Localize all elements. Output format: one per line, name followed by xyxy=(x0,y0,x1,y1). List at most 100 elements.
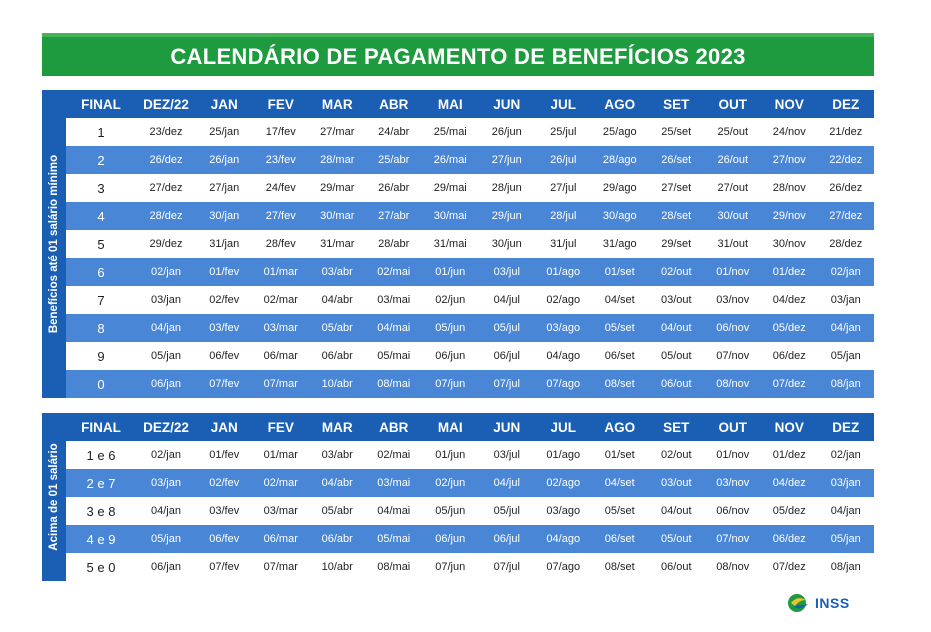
payment-date-cell: 03/out xyxy=(648,286,705,314)
inss-logo: INSS xyxy=(786,590,850,616)
payment-date-cell: 08/jan xyxy=(817,370,874,398)
payment-date-cell: 01/set xyxy=(591,441,648,469)
payment-date-cell: 06/abr xyxy=(309,342,366,370)
payment-date-cell: 03/jul xyxy=(478,258,535,286)
column-header-month: DEZ xyxy=(817,413,874,441)
payment-date-cell: 04/jan xyxy=(817,497,874,525)
payment-date-cell: 02/mai xyxy=(365,258,422,286)
payment-date-cell: 02/mar xyxy=(252,469,309,497)
final-digit-cell: 8 xyxy=(66,314,136,342)
payment-date-cell: 28/set xyxy=(648,202,705,230)
payment-date-cell: 03/mar xyxy=(252,314,309,342)
table-row: 3 27/dez 27/jan 24/fev 29/mar 26/abr 29/mai 28/… xyxy=(66,174,874,202)
payment-date-cell: 03/abr xyxy=(309,441,366,469)
payment-date-cell: 30/mai xyxy=(422,202,479,230)
column-header-month: DEZ/22 xyxy=(136,90,196,118)
title-banner: CALENDÁRIO DE PAGAMENTO DE BENEFÍCIOS 20… xyxy=(42,33,874,76)
payment-date-cell: 04/jan xyxy=(136,497,196,525)
payment-date-cell: 04/mai xyxy=(365,314,422,342)
final-digit-cell: 6 xyxy=(66,258,136,286)
table-row: 4 e 9 05/jan 06/fev 06/mar 06/abr 05/mai 06/ju… xyxy=(66,525,874,553)
payment-date-cell: 31/out xyxy=(704,230,761,258)
payment-date-cell: 04/set xyxy=(591,469,648,497)
payment-date-cell: 05/set xyxy=(591,314,648,342)
payment-date-cell: 03/mai xyxy=(365,286,422,314)
payment-date-cell: 05/jun xyxy=(422,497,479,525)
payment-date-cell: 02/mar xyxy=(252,286,309,314)
payment-date-cell: 03/abr xyxy=(309,258,366,286)
payment-date-cell: 04/abr xyxy=(309,469,366,497)
payment-date-cell: 27/dez xyxy=(136,174,196,202)
column-header-month: MAI xyxy=(422,413,479,441)
payment-date-cell: 25/abr xyxy=(365,146,422,174)
payment-date-cell: 04/set xyxy=(591,286,648,314)
table-row: 6 02/jan 01/fev 01/mar 03/abr 02/mai 01/jun 03/… xyxy=(66,258,874,286)
payment-date-cell: 24/abr xyxy=(365,118,422,146)
column-header-month: OUT xyxy=(704,90,761,118)
payment-date-cell: 08/set xyxy=(591,553,648,581)
payment-date-cell: 06/nov xyxy=(704,497,761,525)
payment-date-cell: 05/jul xyxy=(478,497,535,525)
header-row: FINAL DEZ/22 JAN FEV MAR ABR MAI JUN JUL AGO SET OU… xyxy=(66,90,874,118)
payment-date-cell: 01/jun xyxy=(422,441,479,469)
table-row: 5 29/dez 31/jan 28/fev 31/mar 28/abr 31/mai 30/… xyxy=(66,230,874,258)
payment-date-cell: 04/dez xyxy=(761,286,818,314)
payment-date-cell: 01/set xyxy=(591,258,648,286)
column-header-month: FEV xyxy=(252,413,309,441)
payment-date-cell: 10/abr xyxy=(309,553,366,581)
payment-date-cell: 28/jul xyxy=(535,202,592,230)
payment-date-cell: 06/out xyxy=(648,553,705,581)
payment-date-cell: 26/jul xyxy=(535,146,592,174)
payment-date-cell: 17/fev xyxy=(252,118,309,146)
final-digit-cell: 9 xyxy=(66,342,136,370)
payment-date-cell: 21/dez xyxy=(817,118,874,146)
payment-date-cell: 05/out xyxy=(648,525,705,553)
payment-date-cell: 02/mai xyxy=(365,441,422,469)
payment-date-cell: 26/mai xyxy=(422,146,479,174)
payment-date-cell: 01/jun xyxy=(422,258,479,286)
payment-table-above: FINAL DEZ/22 JAN FEV MAR ABR MAI JUN JUL AGO SET OU… xyxy=(66,413,874,581)
payment-date-cell: 02/out xyxy=(648,441,705,469)
payment-date-cell: 26/set xyxy=(648,146,705,174)
payment-date-cell: 30/ago xyxy=(591,202,648,230)
payment-date-cell: 28/nov xyxy=(761,174,818,202)
payment-date-cell: 03/nov xyxy=(704,286,761,314)
page-title: CALENDÁRIO DE PAGAMENTO DE BENEFÍCIOS 20… xyxy=(170,43,746,69)
payment-date-cell: 08/mai xyxy=(365,553,422,581)
column-header-month: MAR xyxy=(309,413,366,441)
payment-date-cell: 08/jan xyxy=(817,553,874,581)
payment-date-cell: 26/dez xyxy=(817,174,874,202)
payment-date-cell: 01/ago xyxy=(535,258,592,286)
payment-date-cell: 08/set xyxy=(591,370,648,398)
column-header-month: JUN xyxy=(478,413,535,441)
table-row: 7 03/jan 02/fev 02/mar 04/abr 03/mai 02/jun 04/… xyxy=(66,286,874,314)
payment-date-cell: 06/jun xyxy=(422,342,479,370)
payment-date-cell: 05/out xyxy=(648,342,705,370)
payment-date-cell: 01/mar xyxy=(252,441,309,469)
payment-date-cell: 02/jan xyxy=(136,258,196,286)
table-row: 0 06/jan 07/fev 07/mar 10/abr 08/mai 07/jun 07/… xyxy=(66,370,874,398)
payment-date-cell: 27/abr xyxy=(365,202,422,230)
payment-date-cell: 27/out xyxy=(704,174,761,202)
column-header-month: AGO xyxy=(591,90,648,118)
payment-date-cell: 24/fev xyxy=(252,174,309,202)
payment-date-cell: 07/mar xyxy=(252,370,309,398)
final-digit-cell: 5 e 0 xyxy=(66,553,136,581)
payment-date-cell: 03/jan xyxy=(136,286,196,314)
payment-date-cell: 07/fev xyxy=(196,553,253,581)
column-header-month: SET xyxy=(648,413,705,441)
payment-date-cell: 25/ago xyxy=(591,118,648,146)
payment-date-cell: 26/dez xyxy=(136,146,196,174)
payment-date-cell: 31/jan xyxy=(196,230,253,258)
payment-date-cell: 07/mar xyxy=(252,553,309,581)
inss-logo-icon xyxy=(786,592,812,614)
column-header-month: DEZ xyxy=(817,90,874,118)
payment-date-cell: 03/ago xyxy=(535,497,592,525)
payment-date-cell: 27/nov xyxy=(761,146,818,174)
payment-date-cell: 06/nov xyxy=(704,314,761,342)
column-header-month: JUL xyxy=(535,90,592,118)
payment-date-cell: 29/mar xyxy=(309,174,366,202)
payment-date-cell: 25/out xyxy=(704,118,761,146)
payment-date-cell: 28/dez xyxy=(817,230,874,258)
